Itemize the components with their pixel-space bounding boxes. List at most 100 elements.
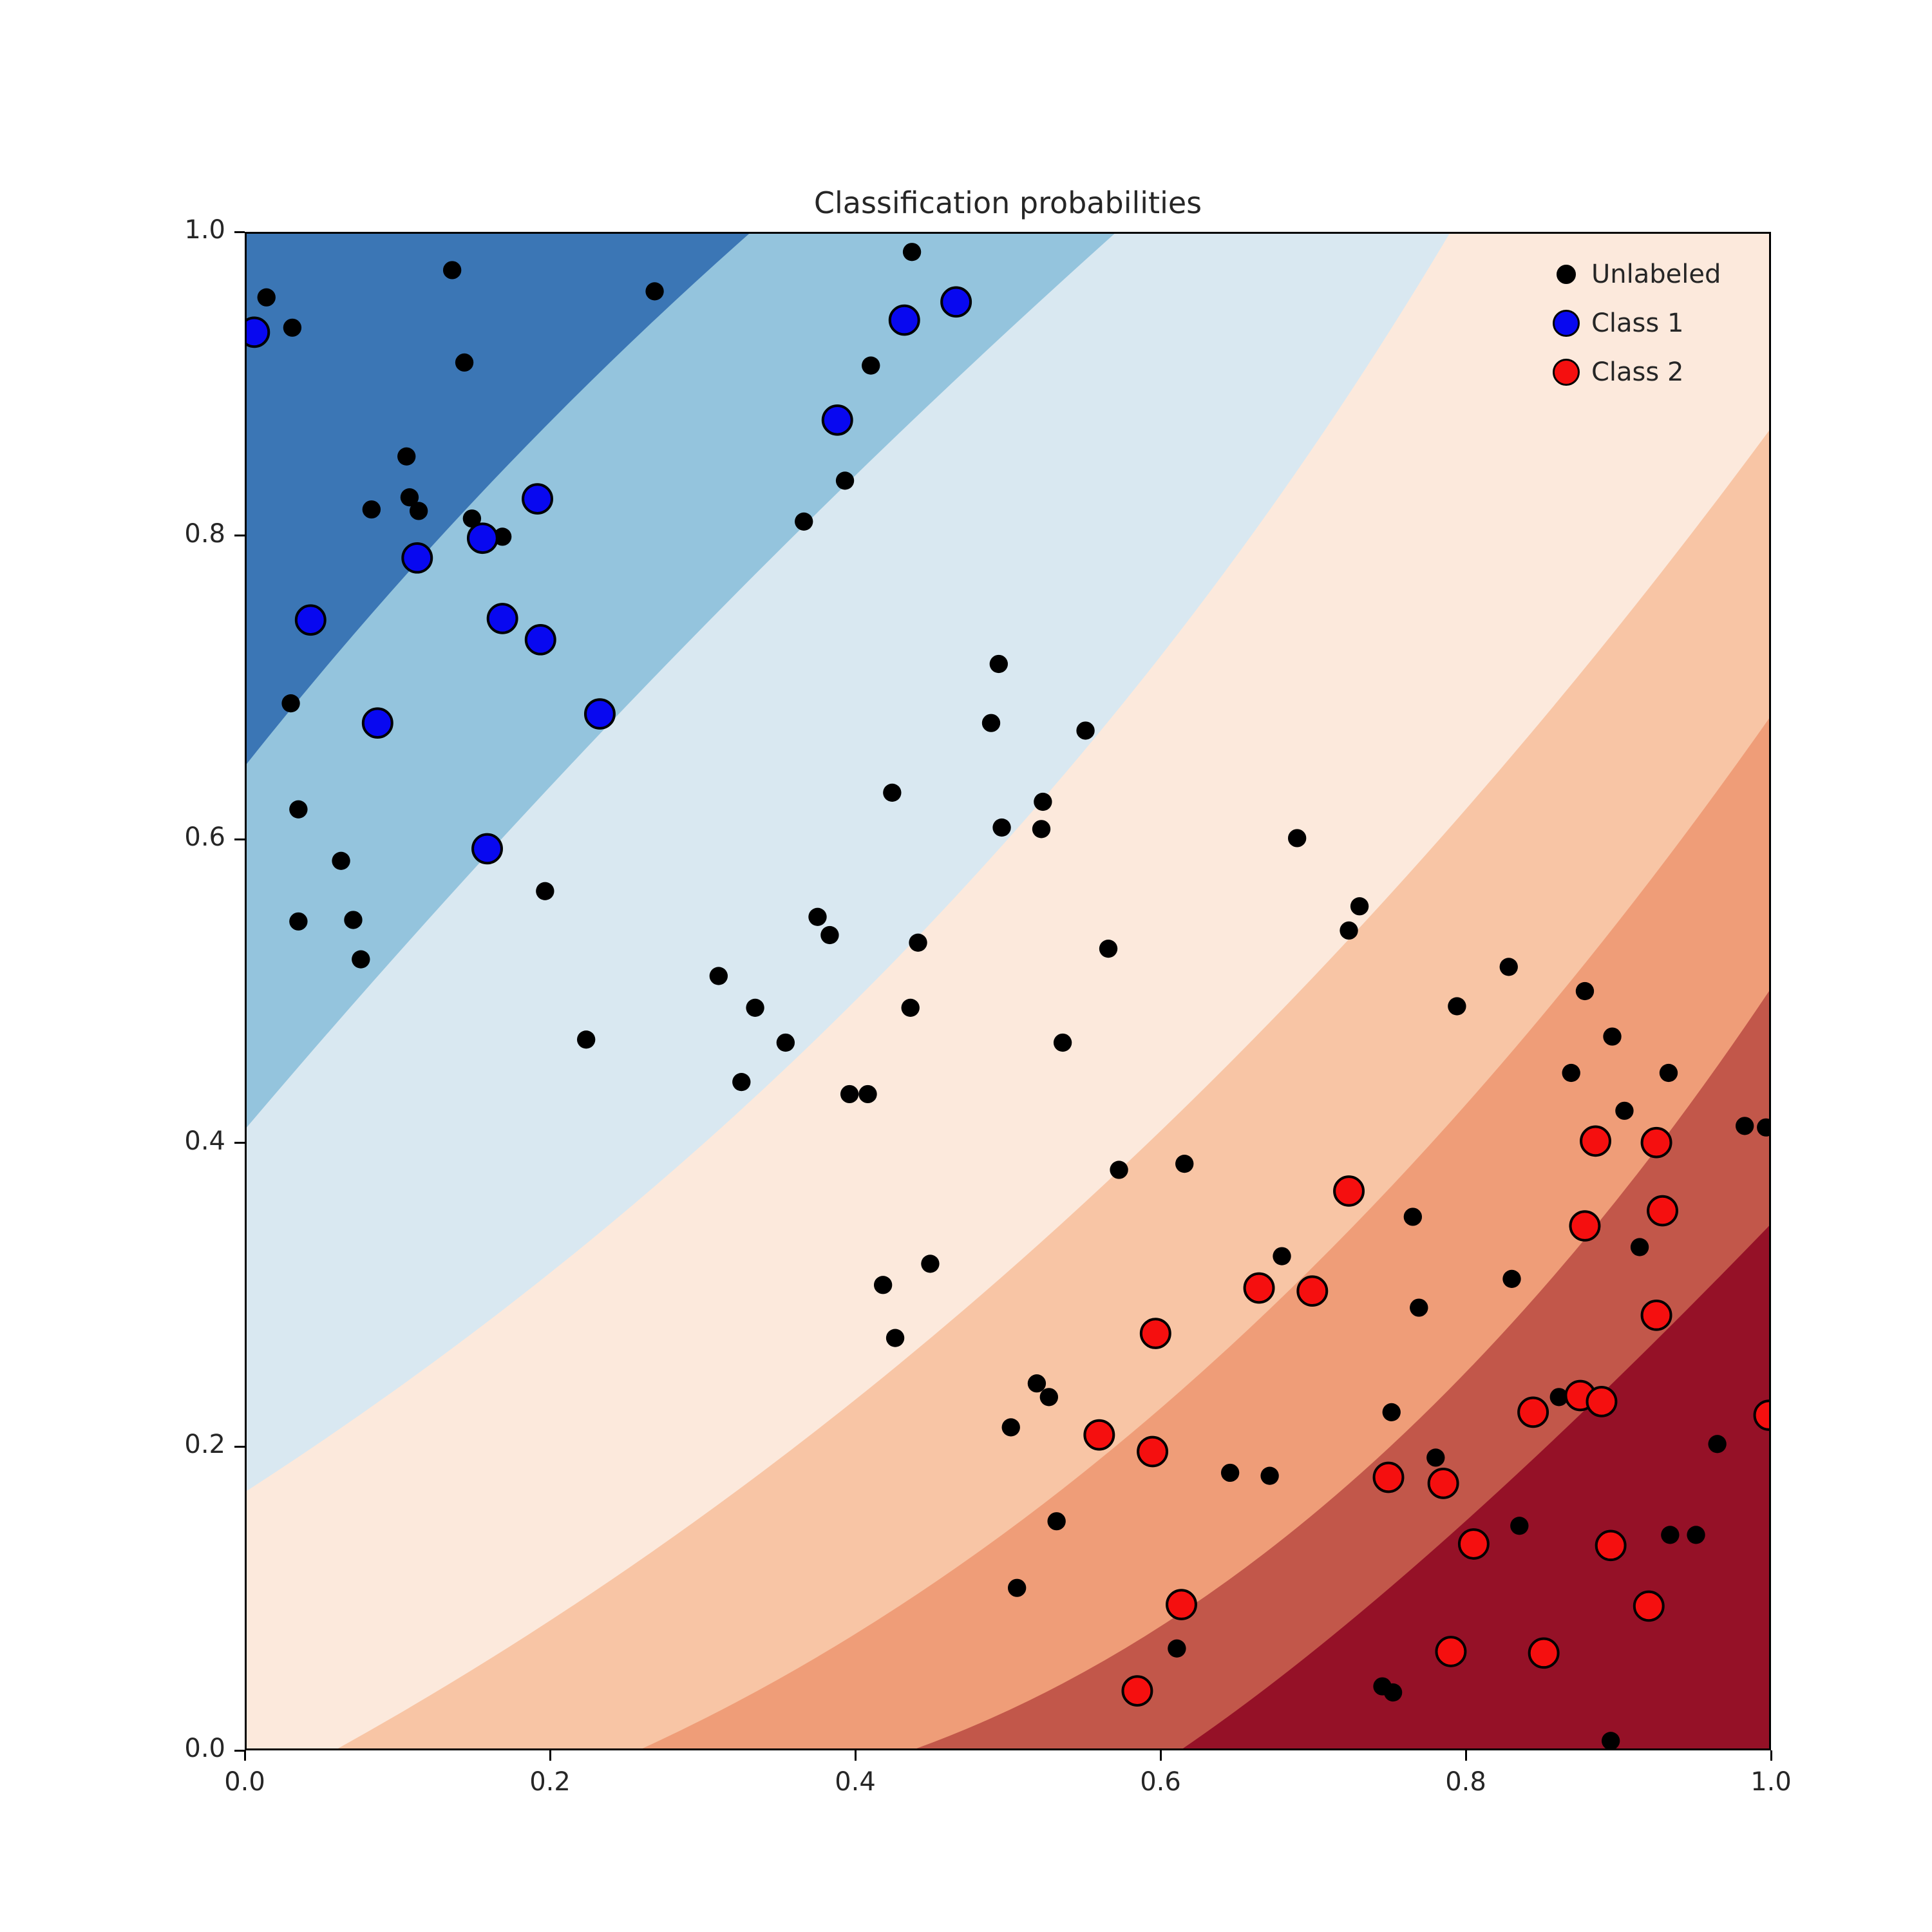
point-class-2: [1139, 1318, 1171, 1349]
point-unlabeled: [1499, 958, 1518, 976]
point-unlabeled: [776, 1033, 795, 1052]
point-unlabeled: [1032, 820, 1051, 838]
x-tick-mark: [854, 1750, 857, 1761]
point-class-2: [1243, 1272, 1275, 1304]
point-class-2: [1517, 1396, 1549, 1428]
y-tick-mark: [234, 1749, 245, 1752]
point-unlabeled: [352, 950, 370, 969]
point-class-1: [466, 522, 498, 554]
point-unlabeled: [332, 851, 350, 870]
point-class-2: [1640, 1299, 1672, 1331]
point-class-1: [247, 316, 270, 348]
point-unlabeled: [808, 907, 827, 926]
point-unlabeled: [1510, 1517, 1529, 1535]
y-tick-label: 0.2: [184, 1430, 225, 1460]
point-unlabeled: [289, 800, 308, 819]
point-unlabeled: [820, 925, 839, 945]
legend-item-unlabeled: Unlabeled: [1541, 252, 1721, 297]
x-tick-mark: [1464, 1750, 1467, 1761]
point-class-2: [1296, 1275, 1329, 1307]
point-unlabeled: [1047, 1512, 1066, 1531]
point-class-1: [294, 604, 327, 636]
point-unlabeled: [1549, 1388, 1568, 1406]
legend-label: Class 1: [1591, 308, 1684, 338]
point-class-2: [1457, 1528, 1490, 1560]
point-unlabeled: [362, 500, 381, 519]
y-tick-label: 0.4: [184, 1126, 225, 1156]
point-unlabeled: [1757, 1118, 1769, 1137]
point-unlabeled: [858, 1084, 877, 1104]
point-unlabeled: [1220, 1463, 1240, 1482]
point-unlabeled: [1001, 1418, 1020, 1437]
point-class-1: [361, 707, 393, 739]
point-class-1: [486, 603, 518, 634]
legend-item-class-1: Class 1: [1541, 301, 1721, 346]
point-unlabeled: [344, 911, 363, 929]
legend-marker-cell: [1541, 359, 1591, 386]
legend-label: Class 2: [1591, 357, 1684, 387]
point-unlabeled: [981, 714, 1001, 732]
point-unlabeled: [1630, 1238, 1649, 1256]
point-class-2: [1372, 1461, 1405, 1493]
point-class-2: [1569, 1210, 1601, 1242]
point-class-1: [522, 483, 553, 515]
point-unlabeled: [909, 933, 927, 952]
x-tick-label: 0.0: [224, 1767, 265, 1797]
point-unlabeled: [289, 912, 308, 931]
point-unlabeled: [1039, 1388, 1059, 1406]
point-unlabeled: [746, 998, 764, 1017]
point-unlabeled: [1273, 1247, 1291, 1265]
point-unlabeled: [1708, 1435, 1727, 1454]
legend-marker-icon: [1557, 265, 1576, 284]
point-class-2: [1333, 1175, 1365, 1207]
point-class-2: [1528, 1637, 1560, 1669]
point-unlabeled: [1403, 1208, 1423, 1226]
point-class-1: [471, 833, 503, 865]
point-class-2: [1427, 1468, 1459, 1499]
x-tick-label: 0.4: [835, 1767, 876, 1797]
point-unlabeled: [1615, 1101, 1634, 1120]
point-unlabeled: [1053, 1033, 1072, 1052]
point-unlabeled: [645, 282, 664, 301]
point-unlabeled: [1502, 1269, 1521, 1288]
legend-marker-cell: [1541, 310, 1591, 337]
legend-label: Unlabeled: [1591, 260, 1721, 289]
y-tick-label: 1.0: [184, 215, 225, 245]
x-tick-mark: [243, 1750, 246, 1761]
point-unlabeled: [442, 261, 462, 279]
contour-plot: [247, 234, 1769, 1748]
y-tick-label: 0.6: [184, 822, 225, 853]
point-class-1: [888, 304, 920, 336]
point-unlabeled: [462, 509, 482, 528]
point-unlabeled: [1562, 1063, 1580, 1083]
point-unlabeled: [1175, 1155, 1194, 1173]
y-tick-mark: [234, 838, 245, 840]
point-class-2: [1647, 1195, 1678, 1227]
point-class-2: [1166, 1589, 1197, 1620]
point-unlabeled: [1687, 1526, 1705, 1544]
x-tick-label: 1.0: [1750, 1767, 1792, 1797]
chart-title: Classification probabilities: [813, 185, 1202, 220]
point-unlabeled: [835, 471, 855, 490]
point-unlabeled: [1575, 981, 1595, 1001]
point-class-2: [1083, 1419, 1115, 1451]
x-tick-label: 0.8: [1445, 1767, 1486, 1797]
point-class-2: [1435, 1636, 1467, 1667]
point-unlabeled: [1426, 1448, 1445, 1467]
y-tick-mark: [234, 231, 245, 233]
point-unlabeled: [1383, 1683, 1403, 1702]
point-unlabeled: [795, 512, 813, 531]
point-unlabeled: [840, 1084, 859, 1104]
point-unlabeled: [1601, 1732, 1620, 1748]
point-unlabeled: [1008, 1578, 1027, 1597]
point-unlabeled: [1168, 1639, 1186, 1658]
point-unlabeled: [283, 318, 302, 337]
point-unlabeled: [1735, 1117, 1754, 1135]
point-unlabeled: [1350, 897, 1369, 916]
legend-marker-cell: [1541, 265, 1591, 284]
legend-marker-icon: [1553, 359, 1580, 386]
point-unlabeled: [1027, 1374, 1046, 1393]
point-unlabeled: [709, 967, 728, 985]
point-class-2: [1595, 1530, 1627, 1562]
